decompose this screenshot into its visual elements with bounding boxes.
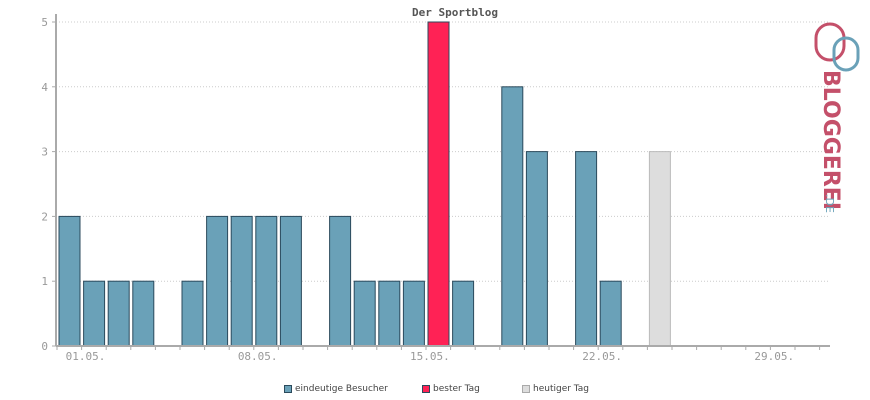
bar-13.05. [353,280,376,347]
bar-06.05. [181,280,204,347]
legend-swatch-today [522,385,530,393]
y-tick-label: 2 [41,210,48,223]
y-tick-label: 5 [41,16,48,29]
bar-01.05. [58,215,81,347]
bar-04.05. [132,280,155,347]
x-tick-label: 22.05. [582,350,622,363]
y-tick-labels: 0 1 2 3 4 5 [41,16,48,353]
bar-23.05. [599,280,622,347]
bars [58,21,671,347]
x-tick-label: 29.05. [754,350,794,363]
legend-item-visitors: eindeutige Besucher [284,384,388,394]
y-tick-label: 1 [41,275,48,288]
logo-suffix: .DE [823,194,836,213]
y-tick-label: 0 [41,340,48,353]
y-tick-label: 4 [41,81,48,94]
bar-22.05. [575,151,598,347]
bar-25.05. [648,151,671,347]
bar-14.05. [378,280,401,347]
bar-19.05. [501,86,524,347]
bar-12.05. [329,215,352,347]
x-tick-labels: 01.05. 08.05. 15.05. 22.05. 29.05. [66,350,795,363]
legend-item-today: heutiger Tag [522,384,589,394]
bar-07.05. [206,215,229,347]
legend-label-visitors: eindeutige Besucher [295,384,388,394]
axes [52,14,830,350]
x-tick-label: 15.05. [410,350,450,363]
bar-10.05. [279,215,302,347]
legend-label-best-day: bester Tag [433,384,480,394]
bar-08.05. [230,215,253,347]
y-tick-label: 3 [41,146,48,159]
bar-09.05. [255,215,278,347]
legend: eindeutige Besucher bester Tag heutiger … [0,384,870,398]
bloggerei-logo: BLOGGEREI .DE [814,22,860,213]
x-tick-label: 08.05. [238,350,278,363]
chart-title: Der Sportblog [412,6,498,19]
legend-swatch-best-day [422,385,430,393]
logo-wordmark: BLOGGEREI [818,70,843,210]
bar-20.05. [525,151,548,347]
bar-03.05. [107,280,130,347]
bar-02.05. [83,280,106,347]
legend-item-best-day: bester Tag [422,384,480,394]
bar-17.05. [452,280,475,347]
legend-label-today: heutiger Tag [533,384,590,394]
bar-16.05. [427,21,450,347]
bar-15.05. [402,280,425,347]
legend-swatch-visitors [284,385,292,393]
x-tick-label: 01.05. [66,350,106,363]
